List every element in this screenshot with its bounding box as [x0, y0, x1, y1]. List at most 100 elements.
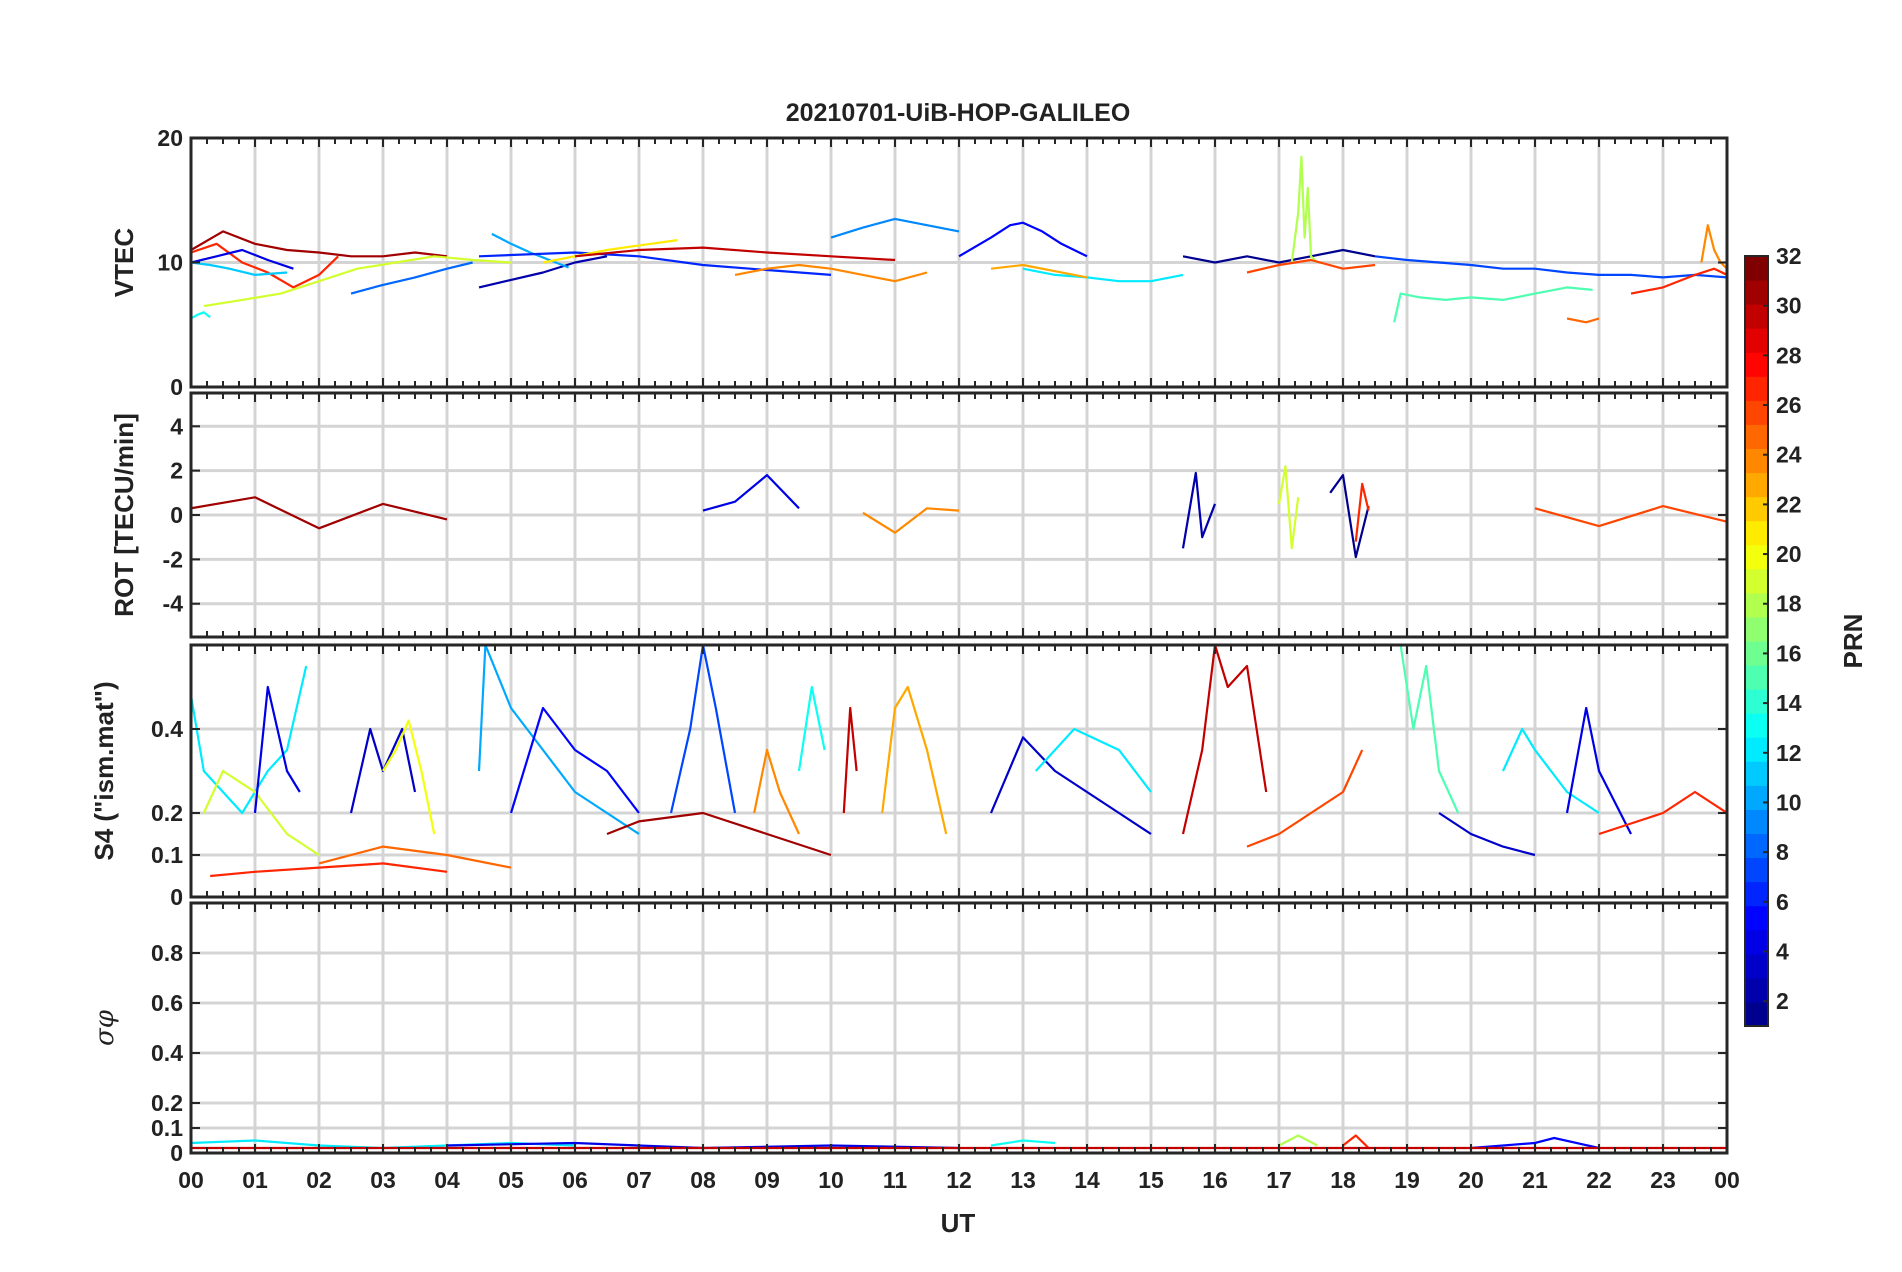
colorbar-segment [1745, 857, 1768, 883]
colorbar-segment [1745, 809, 1768, 834]
series-prn-27 [1598, 790, 1727, 836]
colorbar-tick-label: 22 [1776, 491, 1802, 517]
series-prn-25 [1566, 317, 1600, 324]
colorbar-segment [1745, 737, 1768, 762]
series-prn-15 [1399, 645, 1460, 814]
x-tick-label: 16 [1202, 1167, 1228, 1193]
colorbar-segment [1745, 400, 1768, 425]
colorbar-segment [1745, 304, 1768, 329]
series-prn-5 [958, 221, 1088, 258]
y-tick-label: 0 [170, 884, 183, 910]
colorbar-tick-label: 6 [1776, 889, 1789, 915]
x-tick-label: 04 [434, 1167, 460, 1193]
panel-vtec: 0 10 20 VTEC [109, 125, 1729, 400]
colorbar-segment [1745, 424, 1768, 449]
series-prn-24 [862, 507, 960, 534]
colorbar-segment [1745, 785, 1768, 810]
series-prn-7 [669, 645, 737, 814]
chart-title: 20210701-UiB-HOP-GALILEO [786, 99, 1131, 127]
y-tick-label: 4 [170, 413, 183, 439]
series-prn-30 [1181, 645, 1268, 835]
y-tick-label: 0.2 [151, 1090, 183, 1116]
colorbar-segment [1745, 905, 1768, 931]
series-prn-3 [989, 736, 1152, 835]
series-prn-18 [1278, 1134, 1318, 1147]
series-prn-13 [797, 685, 826, 772]
colorbar-segment [1745, 881, 1768, 907]
colorbar-segment [1745, 1001, 1768, 1027]
series-prn-27 [1630, 267, 1727, 295]
colorbar-tick-label: 20 [1776, 541, 1802, 567]
series-prn-10 [477, 645, 640, 835]
x-tick-label: 06 [562, 1167, 588, 1193]
x-tick-label: 10 [818, 1167, 844, 1193]
x-axis-label: UT [941, 1208, 976, 1238]
x-tick-label: 02 [306, 1167, 332, 1193]
series-prn-23 [881, 685, 948, 835]
plot-frame [189, 643, 1729, 899]
plot-frame [189, 136, 1729, 389]
series-prn-1 [1182, 248, 1376, 264]
colorbar-segment [1745, 713, 1768, 738]
plot-frame [189, 391, 1729, 639]
colorbar-tick-label: 16 [1776, 640, 1802, 666]
x-tick-label: 12 [946, 1167, 972, 1193]
series-prn-31 [606, 811, 832, 857]
x-tick-label: 23 [1650, 1167, 1676, 1193]
series-prn-26 [1246, 749, 1364, 848]
y-axis-label: σφ [90, 1009, 120, 1046]
x-tick-label: 13 [1010, 1167, 1036, 1193]
x-tick-label: 22 [1586, 1167, 1612, 1193]
colorbar-tick-label: 2 [1776, 988, 1789, 1014]
series-prn-2 [478, 255, 608, 289]
series-prn-24 [1700, 224, 1727, 270]
y-tick-label: 0.2 [151, 800, 183, 826]
y-tick-label: 0.6 [151, 990, 183, 1016]
series-prn-27 [1354, 482, 1370, 542]
plot-frame [189, 901, 1729, 1155]
colorbar-tick-label: 24 [1776, 442, 1802, 468]
colorbar-segment [1745, 520, 1768, 546]
series-prn-27 [191, 242, 339, 289]
x-tick-label: 21 [1522, 1167, 1548, 1193]
x-tick-label: 00 [178, 1167, 204, 1193]
series-prn-25 [318, 845, 512, 869]
series-prn-13 [990, 1139, 1056, 1147]
colorbar-frame [1744, 255, 1769, 1027]
y-tick-label: -2 [163, 546, 183, 572]
colorbar-segment [1745, 641, 1768, 666]
series-prn-12 [1034, 727, 1152, 793]
x-tick-label: 08 [690, 1167, 716, 1193]
x-tick-label: 01 [242, 1167, 268, 1193]
colorbar-segment [1745, 544, 1768, 570]
colorbar-segment [1745, 665, 1768, 690]
series-prn-4 [1565, 706, 1632, 835]
y-axis-label: S4 ("ism.mat") [89, 681, 119, 860]
series-prn-10 [491, 232, 570, 269]
colorbar-tick-label: 8 [1776, 839, 1789, 865]
series-prn-19 [203, 255, 512, 308]
series-prn-4 [702, 474, 800, 512]
x-tick-label: 07 [626, 1167, 652, 1193]
y-tick-label: 0.4 [151, 716, 183, 742]
series-prn-4 [191, 248, 294, 270]
colorbar-tick-label: 30 [1776, 293, 1802, 319]
colorbar-segment [1745, 448, 1768, 474]
x-tick-label: 20 [1458, 1167, 1484, 1193]
colorbar-tick-label: 18 [1776, 591, 1802, 617]
colorbar-segment [1745, 977, 1768, 1003]
y-tick-label: 0.4 [151, 1040, 183, 1066]
colorbar-tick-label: 4 [1776, 938, 1789, 964]
colorbar-segment [1745, 616, 1768, 642]
panel-sigma: 00.10.2 0.4 0.6 0.8 σφ 00 01 02 03 04 05 06 07 08 09 10… [90, 901, 1740, 1193]
colorbar-segment [1745, 496, 1768, 522]
y-tick-label: 0 [170, 374, 183, 400]
colorbar-segment [1745, 833, 1768, 859]
y-tick-label: -4 [163, 591, 184, 617]
colorbar-tick-label: 32 [1776, 243, 1802, 269]
series-prn-12 [1022, 267, 1184, 283]
x-tick-label: 19 [1394, 1167, 1420, 1193]
series-prn-13 [191, 311, 211, 320]
